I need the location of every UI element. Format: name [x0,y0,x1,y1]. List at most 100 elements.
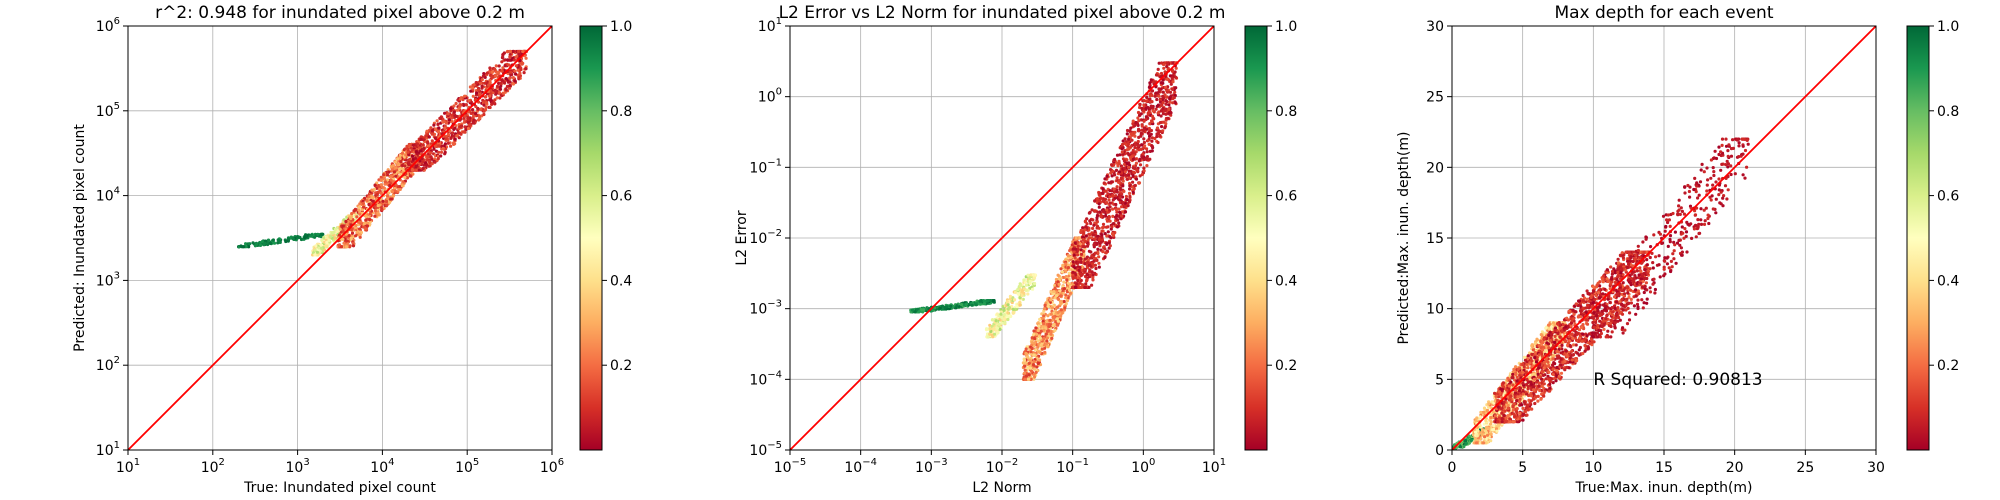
scatter-point [1083,285,1088,289]
scatter-point [371,199,375,203]
scatter-point [1148,97,1152,101]
scatter-point [997,322,1002,326]
scatter-point [1080,272,1084,277]
scatter-point [1002,313,1006,317]
scatter-point [1095,214,1100,218]
scatter-point [1108,201,1112,205]
scatter-point [320,232,324,236]
scatter-point [992,326,996,330]
scatter-point [351,244,356,248]
scatter-point [1171,87,1175,91]
scatter-point [1132,184,1137,188]
scatter-point [429,155,433,159]
scatter-point [1066,266,1070,270]
scatter-points [1452,137,1750,450]
scatter-point [955,304,959,308]
scatter-point [427,135,431,139]
scatter-point [1170,76,1174,80]
scatter-point [1007,306,1012,310]
scatter-point [483,95,487,99]
scatter-point [480,78,484,82]
scatter-point [1087,232,1091,236]
scatter-point [403,175,407,179]
scatter-point [1137,119,1141,123]
scatter-point [355,230,359,234]
scatter-point [443,111,447,115]
scatter-point [1127,137,1131,141]
scatter-point [513,69,517,73]
scatter-point [1092,243,1096,247]
scatter-point [1125,132,1129,136]
scatter-point [1479,410,1483,414]
scatter-point [1062,280,1066,284]
colorbar: 0.20.40.60.81.0 [1244,19,1297,451]
scatter-point [988,299,992,303]
scatter-point [361,201,365,205]
scatter-point [1150,149,1154,153]
scatter-point [1006,311,1010,315]
scatter-point [1076,247,1080,252]
scatter-point [1154,107,1158,111]
scatter-point [503,58,507,62]
scatter-point [1137,135,1141,139]
scatter-point [471,94,475,98]
scatter-point [372,187,377,191]
scatter-point [367,195,371,199]
scatter-point [1163,108,1167,113]
scatter-point [1129,126,1133,130]
scatter-point [1142,166,1146,170]
scatter-point [913,310,917,314]
scatter-point [355,215,359,219]
scatter-point [333,236,337,240]
scatter-point [1143,144,1147,148]
scatter-point [1123,137,1127,141]
scatter-point [1156,111,1160,115]
scatter-point [1148,122,1152,126]
scatter-point [1083,262,1087,266]
scatter-point [1145,164,1149,168]
scatter-point [1081,237,1085,242]
scatter-point [1161,100,1165,105]
scatter-point [1118,210,1122,214]
scatter-point [1142,169,1146,173]
scatter-point [1128,194,1132,198]
scatter-point [1064,258,1068,262]
scatter-point [459,132,463,136]
scatter-point [1145,95,1149,99]
scatter-point [383,182,387,186]
scatter-point [1126,142,1130,146]
scatter-point [1024,351,1028,356]
panel-2: 10−5 10−4 10−3 10−2 10−1 100 10110−510−410−310… [734,3,1297,496]
scatter-point [1067,271,1071,275]
scatter-point [1093,237,1097,241]
scatter-point [1110,232,1115,236]
scatter-point [357,232,361,236]
scatter-point [1077,268,1081,272]
scatter-point [449,107,453,111]
scatter-point [1148,81,1152,85]
scatter-point [1160,125,1164,129]
x-axis-label: True: Inundated pixel count [243,480,436,496]
scatter-point [1099,215,1103,219]
scatter-point [436,157,440,161]
scatter-point [1028,366,1033,370]
scatter-point [1155,97,1159,102]
scatter-point [1127,153,1131,157]
scatter-point [1107,246,1111,250]
scatter-point [1107,241,1111,245]
scatter-point [1026,355,1030,359]
scatter-point [332,230,336,234]
scatter-point [511,82,515,86]
scatter-point [1109,168,1113,172]
scatter-point [419,149,423,153]
y-tick-label: 101 [96,440,120,459]
scatter-point [1002,317,1006,321]
scatter-point [382,177,386,181]
scatter-point [1120,142,1125,147]
scatter-point [447,118,451,122]
scatter-point [455,108,459,112]
scatter-point [374,211,378,215]
scatter-point [498,96,502,100]
